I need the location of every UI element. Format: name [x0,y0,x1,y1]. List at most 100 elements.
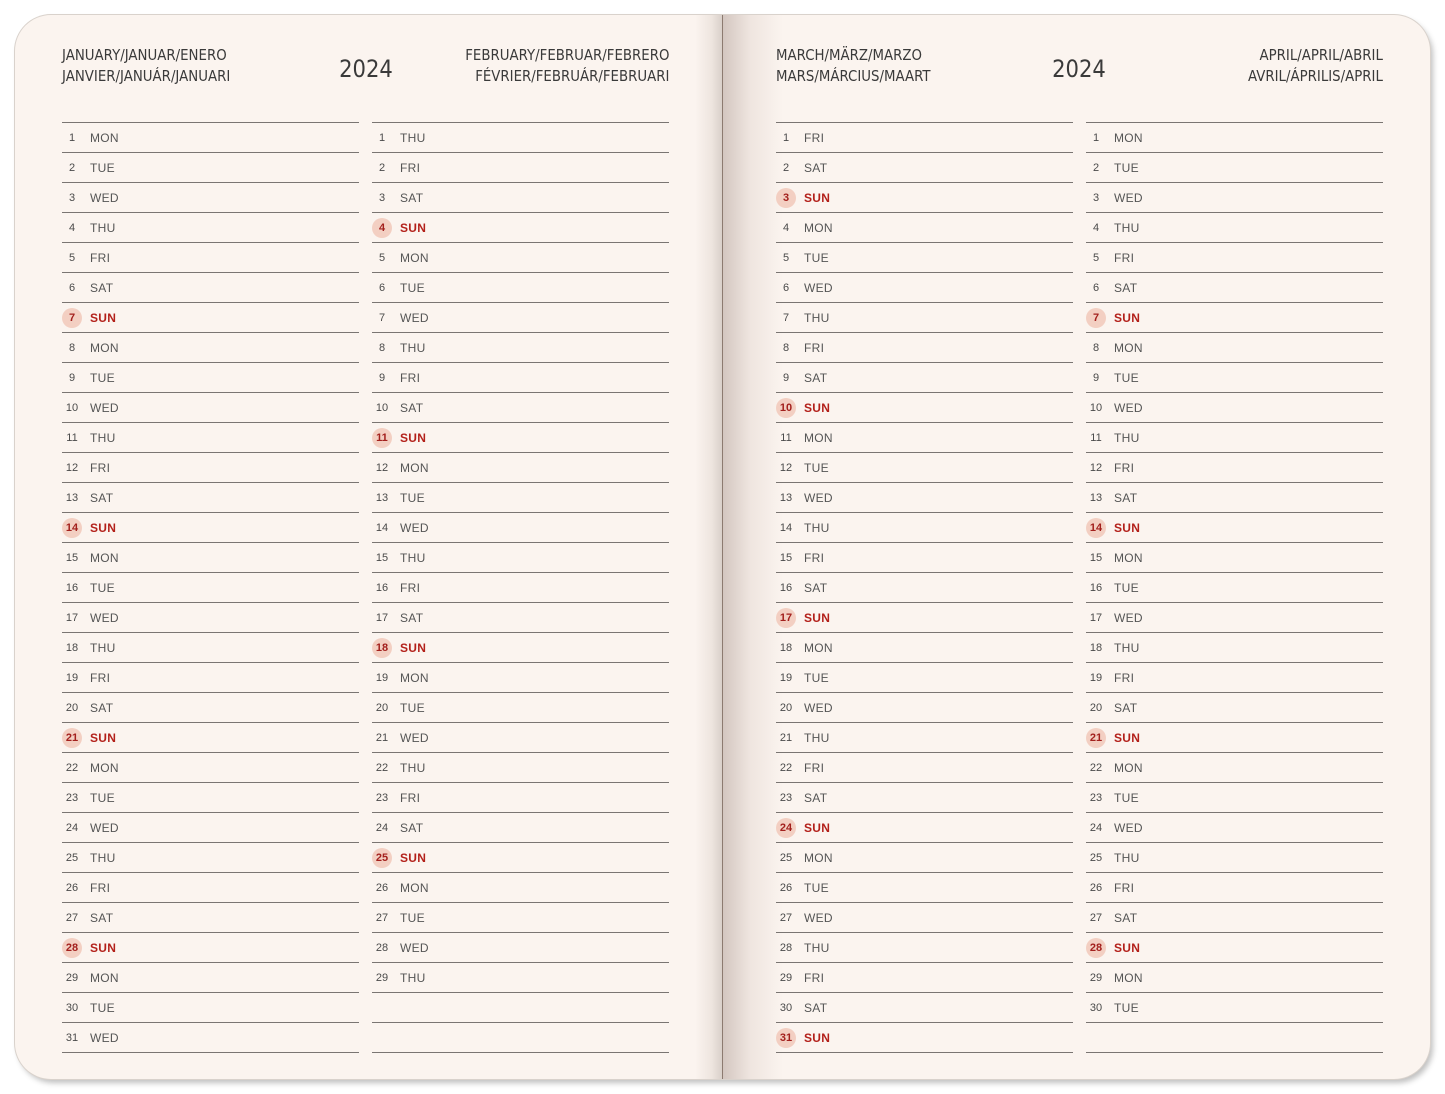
weekday-label: THU [400,551,426,565]
weekday-label: MON [90,131,119,145]
weekday-label: THU [400,131,426,145]
sunday-label: SUN [400,641,427,655]
date-number: 25 [1089,852,1103,864]
february-day-row [372,993,669,1023]
weekday-label: THU [90,851,116,865]
april-day-row: 3 WED [1086,183,1383,213]
april-day-row: 19 FRI [1086,663,1383,693]
date-number: 12 [779,462,793,474]
weekday-label: MON [90,761,119,775]
date-number: 9 [1092,372,1100,384]
weekday-label: FRI [90,671,111,685]
weekday-label: WED [90,401,119,415]
date-number: 22 [375,762,389,774]
sunday-date-number: 14 [1086,518,1106,538]
weekday-label: FRI [1114,881,1135,895]
february-day-row: 12 MON [372,453,669,483]
february-day-row: 23 FRI [372,783,669,813]
january-day-row: 3 WED [62,183,359,213]
january-day-row: 2 TUE [62,153,359,183]
date-number: 11 [66,432,78,444]
april-day-row: 28 SUN [1086,933,1383,963]
date-number: 5 [782,252,790,264]
march-day-row: 15 FRI [776,543,1073,573]
january-day-row: 9 TUE [62,363,359,393]
weekday-label: FRI [804,761,825,775]
february-subtitle: FÉVRIER/FEBRUÁR/FEBRUARI [474,67,669,85]
date-number: 26 [1089,882,1103,894]
january-day-row: 26 FRI [62,873,359,903]
march-day-row: 21 THU [776,723,1073,753]
february-day-row: 5 MON [372,243,669,273]
sunday-date-number: 7 [1086,308,1106,328]
weekday-label: MON [90,551,119,565]
date-number: 28 [779,942,793,954]
march-title: MARCH/MÄRZ/MARZO [776,46,923,64]
weekday-label: FRI [400,581,421,595]
date-number: 29 [1089,972,1103,984]
march-day-row: 2 SAT [776,153,1073,183]
march-day-row: 23 SAT [776,783,1073,813]
weekday-label: THU [1114,641,1140,655]
february-day-row: 26 MON [372,873,669,903]
sunday-label: SUN [90,941,117,955]
march-day-row: 18 MON [776,633,1073,663]
planner-spread: JANUARY/JANUAR/ENERO JANVIER/JANUÁR/JANU… [15,15,1430,1079]
date-number: 24 [65,822,79,834]
date-number: 29 [779,972,793,984]
weekday-label: TUE [400,491,425,505]
march-day-row: 8 FRI [776,333,1073,363]
february-day-row: 11 SUN [372,423,669,453]
weekday-label: MON [804,851,833,865]
weekday-label: MON [1114,761,1143,775]
date-number: 12 [1089,462,1103,474]
march-day-row: 24 SUN [776,813,1073,843]
date-number: 16 [1089,582,1103,594]
sunday-date-number: 3 [776,188,796,208]
february-day-row: 2 FRI [372,153,669,183]
date-number: 4 [68,222,76,234]
february-day-row: 1 THU [372,123,669,153]
weekday-label: THU [1114,851,1140,865]
weekday-label: THU [804,731,830,745]
date-number: 1 [68,132,76,144]
date-number: 6 [378,282,386,294]
sunday-date-number: 28 [62,938,82,958]
date-number: 4 [782,222,790,234]
april-day-row: 6 SAT [1086,273,1383,303]
date-number: 8 [68,342,76,354]
date-number: 26 [779,882,793,894]
weekday-label: SAT [804,161,828,175]
april-day-row: 13 SAT [1086,483,1383,513]
date-number: 17 [375,612,389,624]
february-day-row: 21 WED [372,723,669,753]
weekday-label: THU [90,431,116,445]
date-number: 22 [779,762,793,774]
sunday-date-number: 24 [776,818,796,838]
date-number: 27 [779,912,793,924]
weekday-label: MON [400,251,429,265]
january-day-row: 24 WED [62,813,359,843]
january-day-row: 28 SUN [62,933,359,963]
sunday-date-number: 25 [372,848,392,868]
march-day-row: 16 SAT [776,573,1073,603]
weekday-label: THU [804,311,830,325]
weekday-label: FRI [400,791,421,805]
february-day-row: 8 THU [372,333,669,363]
march-day-row: 11 MON [776,423,1073,453]
date-number: 6 [782,282,790,294]
sunday-date-number: 7 [62,308,82,328]
date-number: 19 [375,672,389,684]
date-number: 12 [375,462,389,474]
sunday-date-number: 31 [776,1028,796,1048]
weekday-label: WED [90,821,119,835]
january-day-row: 1 MON [62,123,359,153]
april-day-row: 1 MON [1086,123,1383,153]
january-day-row: 29 MON [62,963,359,993]
april-day-row: 22 MON [1086,753,1383,783]
march-day-row: 1 FRI [776,123,1073,153]
april-day-row: 18 THU [1086,633,1383,663]
date-number: 5 [68,252,76,264]
april-day-row: 12 FRI [1086,453,1383,483]
weekday-label: FRI [90,881,111,895]
